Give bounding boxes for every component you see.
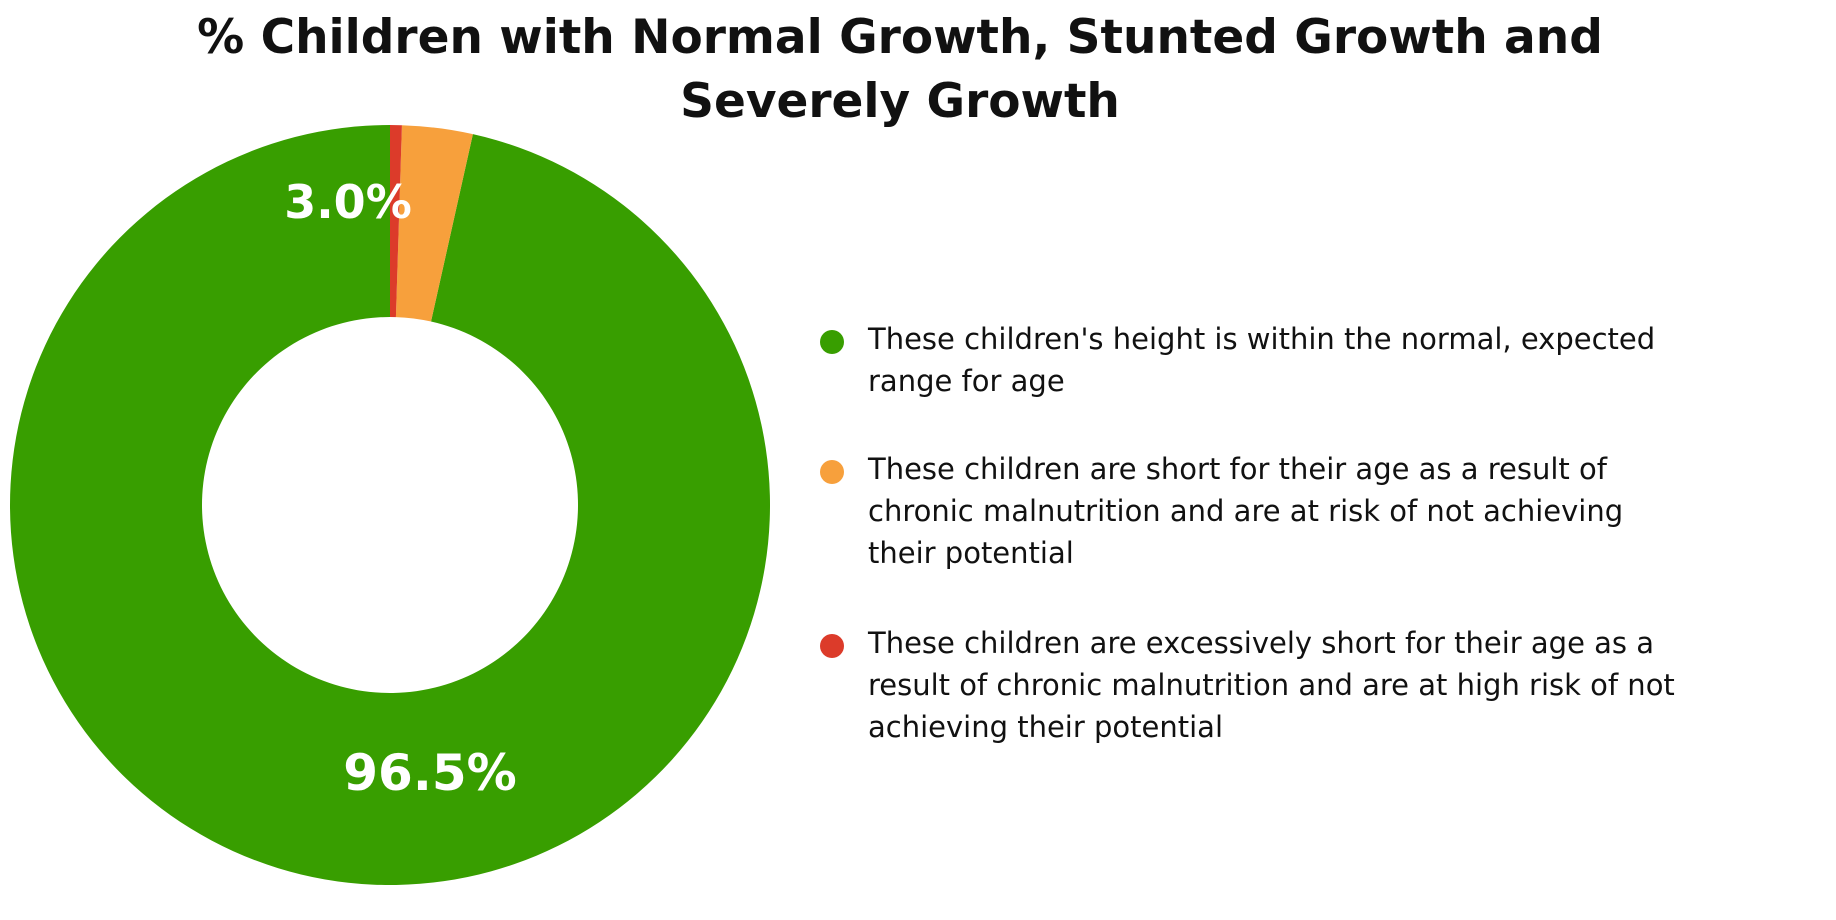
chart-title: % Children with Normal Growth, Stunted G… [197,10,1603,129]
data-label-stunted: 3.0% [284,175,412,229]
legend-marker-normal [820,330,844,354]
legend-label-normal: These children's height is within the no… [868,322,1656,398]
legend-label-severely-stunted: These children are excessively short for… [868,626,1675,744]
donut-slices [10,125,771,885]
data-label-normal: 96.5% [343,744,516,802]
donut-slice-stunted [395,125,473,322]
legend-marker-stunted [820,460,844,484]
legend-marker-severely-stunted [820,634,844,658]
donut-labels: 96.5% 3.0% [284,175,517,802]
donut-slice-normal [10,125,771,885]
legend-label-stunted: These children are short for their age a… [868,452,1624,570]
donut-slice-severely-stunted [390,125,402,318]
